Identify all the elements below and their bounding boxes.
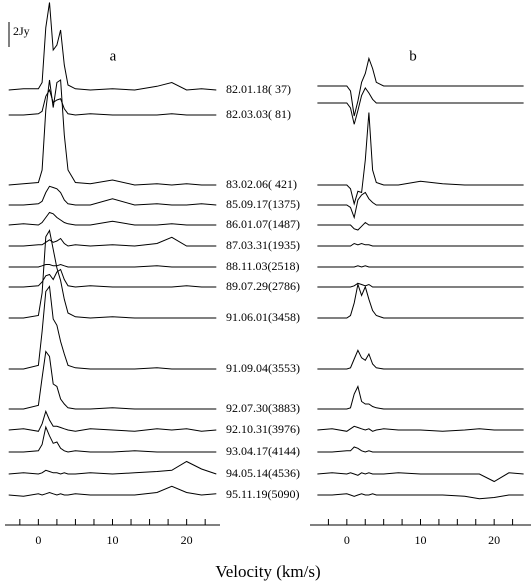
spectrum (317, 56, 524, 117)
spectrum (317, 385, 524, 410)
spectrum (8, 2, 217, 91)
epoch-label: 88.11.03(2518) (226, 259, 300, 273)
spectrum (8, 88, 217, 116)
x-tick-label: 0 (35, 533, 41, 547)
spectrum (8, 236, 217, 247)
spectrum (8, 185, 217, 206)
epoch-label: 86.01.07(1487) (226, 217, 300, 231)
spectrum (317, 282, 524, 288)
spectrum (317, 282, 524, 319)
spectrum (317, 87, 524, 125)
spectrum (8, 350, 217, 410)
x-tick-label: 10 (415, 533, 427, 547)
spectrum (8, 211, 217, 226)
epoch-label: 91.09.04(3553) (226, 361, 300, 375)
epoch-label: 82.01.18( 37) (226, 82, 291, 96)
x-tick-label: 20 (181, 533, 193, 547)
spectrum (8, 285, 217, 370)
spectrum (317, 349, 524, 370)
epoch-label: 91.06.01(3458) (226, 310, 300, 324)
x-tick-label: 20 (488, 533, 500, 547)
epoch-label: 87.03.31(1935) (226, 238, 300, 252)
spectrum (317, 425, 524, 432)
epoch-label: 92.07.30(3883) (226, 401, 300, 415)
spectrum (8, 268, 217, 288)
scale-bar-label: 2Jy (13, 24, 30, 38)
spectrum (8, 263, 217, 268)
spectrum (8, 485, 217, 497)
spectrum (317, 242, 524, 247)
panel-title: b (409, 48, 417, 64)
spectrum (8, 460, 217, 475)
spectrum (317, 472, 524, 483)
epoch-label: 89.07.29(2786) (226, 279, 300, 293)
spectrum (8, 229, 217, 319)
x-tick-label: 10 (107, 533, 119, 547)
spectrum (8, 79, 217, 186)
epoch-label: 94.05.14(4536) (226, 466, 300, 480)
spectrum (8, 425, 217, 453)
spectrum (317, 493, 524, 500)
epoch-label: 83.02.06( 421) (226, 177, 297, 191)
spectrum (317, 191, 524, 220)
epoch-label: 92.10.31(3976) (226, 422, 300, 436)
spectrum (317, 221, 524, 231)
spectrum (317, 112, 524, 206)
panel-title: a (110, 48, 117, 64)
epoch-label: 95.11.19(5090) (226, 487, 300, 501)
x-tick-label: 0 (344, 533, 350, 547)
spectrum (8, 409, 217, 432)
spectrum (317, 446, 524, 453)
epoch-label: 85.09.17(1375) (226, 197, 300, 211)
epoch-label: 82.03.03( 81) (226, 107, 291, 121)
epoch-label: 93.04.17(4144) (226, 444, 300, 458)
x-axis-label: Velocity (km/s) (215, 562, 320, 581)
spectrum (317, 265, 524, 268)
